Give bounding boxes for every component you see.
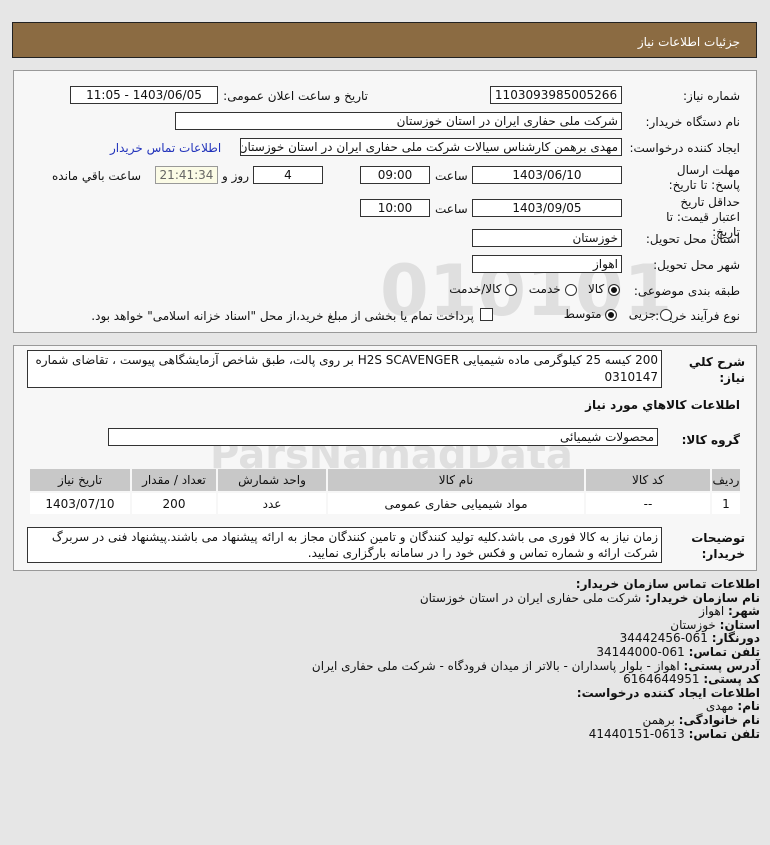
buyer-notes-field[interactable]: زمان نیاز به کالا فوری می باشد.کلیه تولی… — [27, 527, 662, 563]
announce-field[interactable]: 1403/06/05 - 11:05 — [70, 86, 218, 104]
days-label: روز و — [222, 169, 249, 183]
col-quantity: تعداد / مقدار — [132, 469, 216, 491]
contact-postal: کد پستی: 6164644951 — [623, 672, 760, 687]
col-unit: واحد شمارش — [218, 469, 326, 491]
cell-quantity: 200 — [132, 493, 216, 514]
col-date: تاریخ نیاز — [30, 469, 130, 491]
page-title: جزئیات اطلاعات نیاز — [637, 35, 740, 49]
validity-time-label: ساعت — [435, 202, 468, 216]
radio-kala-khedmat-label: کالا/خدمت — [449, 282, 502, 296]
contact-province: استان: خوزستان — [670, 617, 760, 632]
creator-name: نام: مهدی — [705, 699, 760, 714]
col-name: نام کالا — [328, 469, 584, 491]
process-label: نوع فرآیند خرید : — [655, 309, 740, 323]
cell-date: 1403/07/10 — [30, 493, 130, 514]
need-number-label: شماره نیاز: — [683, 89, 740, 103]
contact-org: نام سازمان خریدار: شرکت ملی حفاری ایران … — [419, 590, 760, 605]
validity-label: حداقل تاریخ اعتبار قیمت: تا تاریخ: — [666, 195, 740, 239]
need-number-field[interactable]: 1103093985005266 — [490, 86, 622, 104]
city-field[interactable]: اهواز — [472, 255, 622, 273]
buyer-notes-label: توضیحات خریدار: — [691, 531, 745, 561]
radio-jozi-label: جزیی — [628, 307, 657, 321]
process-radio-group: جزیی متوسط — [564, 307, 672, 321]
radio-kala[interactable] — [608, 283, 620, 296]
cell-code: -- — [586, 493, 710, 514]
deadline-time-field[interactable]: 09:00 — [360, 166, 430, 184]
creator-family: نام خانوادگی: برهمن — [642, 712, 760, 727]
radio-khedmat[interactable] — [564, 283, 577, 296]
creator-phone: تلفن تماس: 0613-41440151 — [588, 726, 760, 741]
deadline-time-label: ساعت — [435, 169, 468, 183]
radio-kala-khedmat[interactable] — [505, 283, 518, 296]
buyer-field[interactable]: شرکت ملی حفاری ایران در استان خوزستان — [175, 112, 622, 130]
province-field[interactable]: خوزستان — [472, 229, 622, 247]
category-label: طبقه بندی موضوعی: — [633, 284, 740, 298]
goods-table: ردیف کد کالا نام کالا واحد شمارش تعداد /… — [28, 467, 742, 516]
radio-jozi[interactable] — [660, 308, 672, 321]
treasury-payment-label: پرداخت تمام یا بخشی از مبلغ خرید،از محل … — [91, 309, 474, 323]
goods-group-label: گروه کالا: — [681, 433, 740, 447]
cell-row: 1 — [712, 493, 740, 514]
city-label: شهر محل تحویل: — [653, 258, 740, 272]
col-code: کد کالا — [586, 469, 710, 491]
contact-fax: دورنگار: 061-34442456 — [619, 631, 760, 646]
contact-phone: تلفن تماس: 061-34144000 — [596, 644, 760, 659]
contact-address: آدرس پستی: اهواز - بلوار پاسداران - بالا… — [311, 658, 760, 673]
description-label: شرح كلي نياز: — [688, 355, 745, 385]
radio-motevaset[interactable] — [605, 308, 618, 321]
validity-date-field[interactable]: 1403/09/05 — [472, 199, 622, 217]
buyer-label: نام دستگاه خریدار: — [645, 115, 741, 129]
creator-field[interactable]: مهدی برهمن کارشناس سیالات شرکت ملی حفاری… — [240, 138, 622, 156]
cell-unit: عدد — [218, 493, 326, 514]
contact-city: شهر: اهواز — [699, 604, 760, 619]
radio-motevaset-label: متوسط — [563, 307, 602, 321]
announce-label: تاریخ و ساعت اعلان عمومی: — [223, 89, 368, 103]
remaining-label: ساعت باقي مانده — [52, 169, 142, 183]
col-row: ردیف — [712, 469, 740, 491]
buyer-contact-link[interactable]: اطلاعات تماس خریدار — [110, 141, 222, 155]
deadline-label: مهلت ارسال پاسخ: تا تاریخ: — [668, 163, 740, 192]
contact-title: اطلاعات تماس سازمان خریدار: — [575, 577, 760, 591]
creator-label: ایجاد کننده درخواست: — [629, 141, 740, 155]
table-row: 1 -- مواد شیمیایی حفاری عمومی عدد 200 14… — [30, 493, 740, 514]
contact-section: اطلاعات تماس سازمان خریدار: نام سازمان خ… — [311, 577, 760, 741]
time-remaining-field: 21:41:34 — [155, 166, 218, 184]
page-header: جزئیات اطلاعات نیاز — [12, 22, 757, 58]
table-header-row: ردیف کد کالا نام کالا واحد شمارش تعداد /… — [30, 469, 740, 491]
treasury-payment-checkbox[interactable] — [480, 308, 493, 321]
cell-name: مواد شیمیایی حفاری عمومی — [328, 493, 584, 514]
days-remaining-field[interactable]: 4 — [253, 166, 323, 184]
radio-kala-label: کالا — [587, 282, 605, 296]
goods-section-title: اطلاعات كالاهاي مورد نياز — [585, 398, 740, 412]
province-label: استان محل تحویل: — [645, 232, 740, 246]
goods-group-field[interactable]: محصولات شیمیائی — [108, 428, 658, 446]
validity-time-field[interactable]: 10:00 — [360, 199, 430, 217]
category-radio-group: کالا خدمت کالا/خدمت — [449, 282, 620, 296]
deadline-date-field[interactable]: 1403/06/10 — [472, 166, 622, 184]
creator-title: اطلاعات ایجاد کننده درخواست: — [576, 685, 760, 700]
description-field[interactable]: 200 کیسه 25 کیلوگرمی ماده شیمیایی H2S SC… — [27, 350, 662, 388]
radio-khedmat-label: خدمت — [528, 282, 561, 296]
